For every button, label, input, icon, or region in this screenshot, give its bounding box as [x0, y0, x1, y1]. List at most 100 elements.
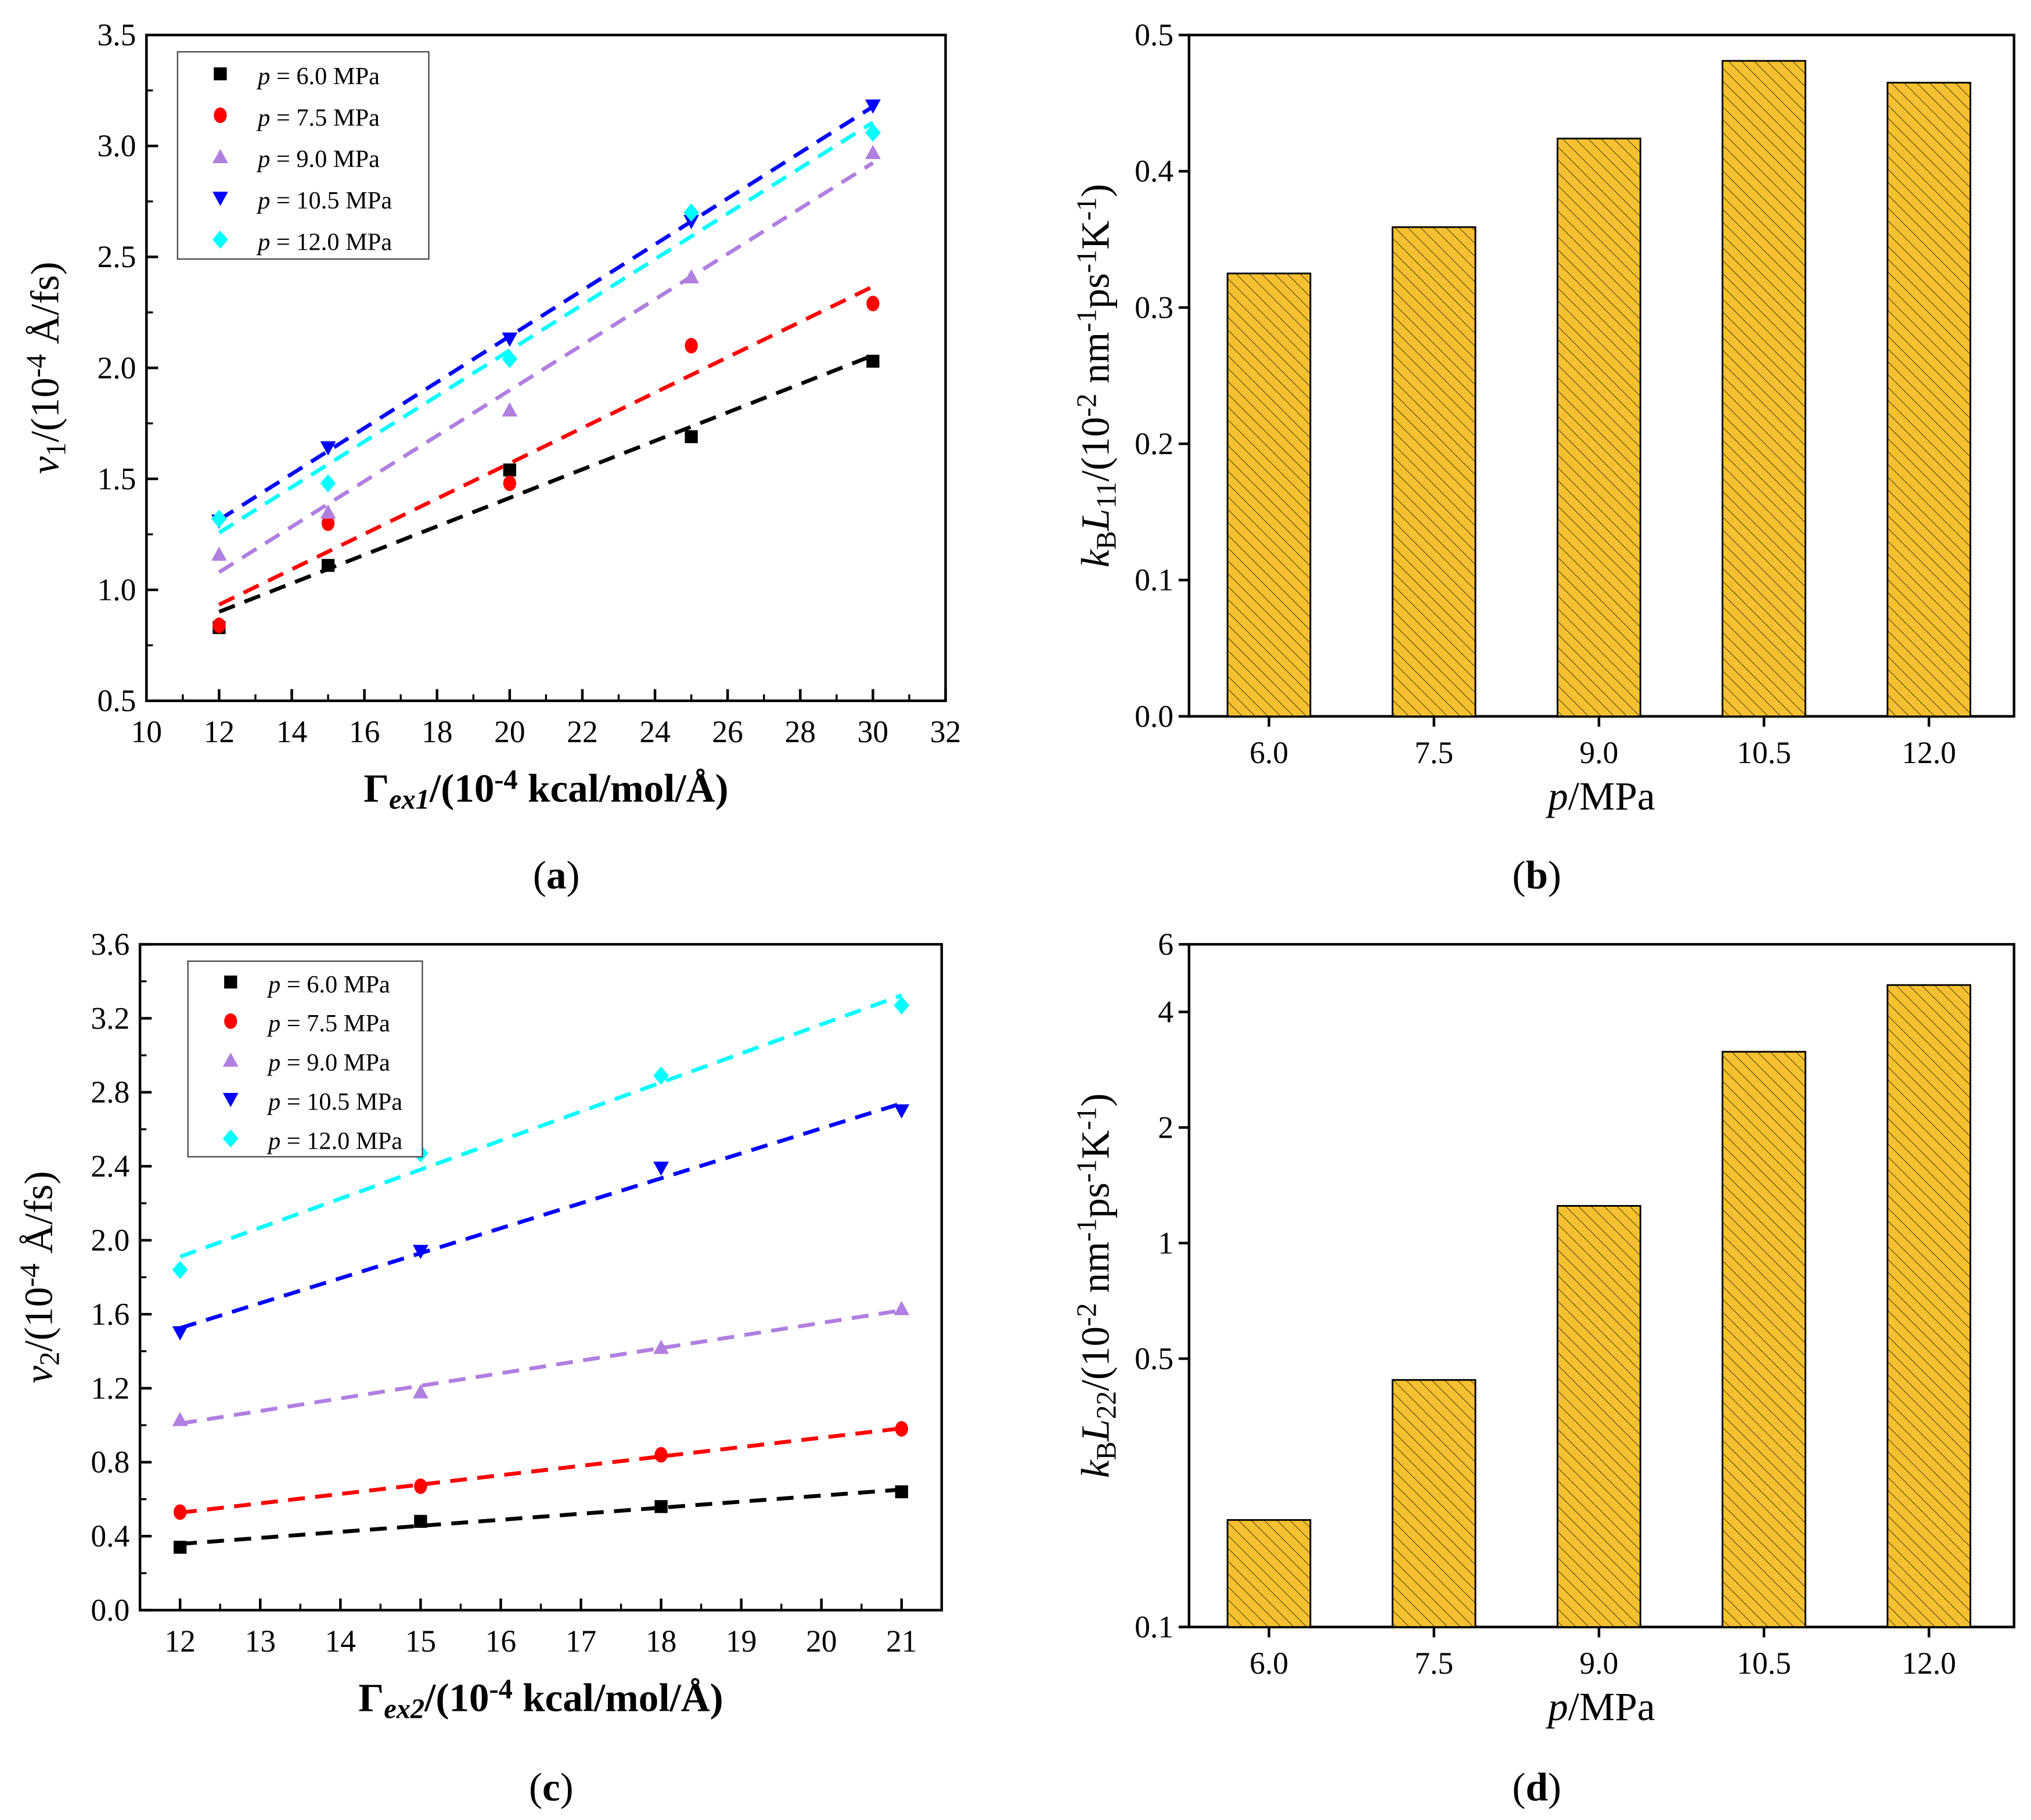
legend-label: p = 6.0 MPa [256, 63, 380, 90]
y-axis-label-part: nm [1073, 1242, 1118, 1303]
fit-line [179, 1426, 902, 1515]
series-triangle-up [211, 145, 881, 574]
x-axis-label-part: kcal/mol/Å) [518, 766, 729, 811]
y-axis-label-part: /(10 [1073, 417, 1118, 481]
fit-line [179, 1487, 902, 1546]
x-tick-label: 6.0 [1249, 735, 1288, 770]
y-axis-label-part: L [1073, 509, 1118, 531]
panel-label-part: ) [1548, 1765, 1561, 1810]
panel-label-part: b [1526, 853, 1548, 897]
y-axis-label-part: 2 [34, 1351, 65, 1365]
data-point [866, 354, 880, 368]
data-point [503, 475, 517, 491]
x-axis-label: Γex2/(10-4 kcal/mol/Å) [358, 1674, 723, 1725]
x-axis-label-part: ex1 [389, 785, 430, 815]
bar [1226, 1519, 1312, 1628]
y-axis-label-part: nm [1073, 332, 1118, 394]
x-axis-label-part: Γ [358, 1675, 384, 1720]
x-tick-label: 20 [806, 1624, 837, 1659]
series-triangle-down [172, 1101, 910, 1341]
legend-label-part: = 12.0 MPa [270, 229, 392, 256]
data-point [412, 1244, 428, 1260]
legend-label-part: = 6.0 MPa [270, 63, 380, 90]
x-axis-label: p/MPa [1545, 1684, 1655, 1729]
y-axis-label-part: Å/fs) [23, 262, 67, 354]
fit-line [218, 105, 874, 522]
y-tick-label: 1.5 [98, 461, 136, 496]
data-point [895, 1485, 908, 1498]
x-axis-label-part: p [1545, 774, 1568, 818]
legend-label: p = 9.0 MPa [267, 1049, 390, 1077]
x-tick-label: 19 [726, 1624, 757, 1659]
panel-c-velocity-v2: 12 13 14 15 16 17 18 19 20 21 0.0 0.4 0.8 1.2 1.6 2.0 2.… [15, 927, 944, 1810]
legend-label-part: p [267, 971, 280, 998]
y-tick-label: 2.0 [91, 1223, 129, 1258]
data-point [502, 332, 518, 347]
y-axis-label: kBL22/(10-2 nm-1ps-1K-1) [1072, 1094, 1122, 1478]
legend-label-part: = 12.0 MPa [280, 1127, 402, 1154]
data-point [895, 1421, 908, 1437]
data-point [654, 1447, 668, 1463]
y-axis-label-part: v [16, 1365, 60, 1383]
legend-marker [224, 1013, 237, 1029]
panel-label-part: ) [1548, 853, 1561, 897]
legend-marker [214, 67, 227, 81]
data-point [685, 337, 698, 354]
data-point [653, 1340, 669, 1354]
fit-line [179, 993, 902, 1259]
y-axis-label: v2/(10-4 Å/fs) [15, 1171, 66, 1383]
x-tick-label: 20 [494, 714, 525, 749]
legend-marker [213, 231, 228, 249]
data-point [172, 1261, 188, 1279]
x-tick-label: 12.0 [1902, 1646, 1956, 1681]
legend-label-part: = 10.5 MPa [270, 187, 392, 214]
fit-line [218, 161, 874, 574]
x-tick-label: 9.0 [1579, 735, 1618, 770]
y-tick-label: 0.1 [1135, 1609, 1173, 1644]
y-axis-label-part: K [1073, 1130, 1118, 1159]
y-tick-label: 3.2 [91, 1001, 129, 1035]
fit-line [218, 120, 874, 535]
fit-line [179, 1308, 902, 1426]
y-axis-label-part: -1 [1072, 1159, 1103, 1182]
y-tick-label: 1.0 [98, 573, 136, 607]
y-tick-label: 1.2 [91, 1371, 129, 1405]
data-point [503, 463, 517, 477]
legend-label-part: p [267, 1049, 280, 1077]
y-axis-label-part: -2 [1072, 394, 1103, 417]
y-tick-label: 2 [1158, 1110, 1173, 1145]
x-axis-label-part: kcal/mol/Å) [513, 1675, 723, 1720]
y-axis-label-part: ps [1073, 273, 1118, 308]
y-axis-label-part: -1 [1072, 1218, 1103, 1242]
legend-label: p = 10.5 MPa [267, 1088, 402, 1116]
legend-marker [213, 192, 228, 206]
x-tick-label: 26 [712, 714, 743, 749]
legend-label: p = 12.0 MPa [256, 229, 392, 256]
y-tick-label: 0.5 [98, 684, 136, 718]
series-square [173, 1485, 908, 1554]
x-tick-label: 22 [567, 714, 598, 749]
data-point [894, 1104, 910, 1119]
y-axis-label-part: B [1092, 531, 1122, 549]
x-tick-label: 17 [566, 1624, 597, 1659]
series-circle [213, 285, 880, 634]
y-tick-label: 0.8 [91, 1445, 129, 1480]
y-axis-label-part: k [1073, 549, 1118, 567]
y-tick-label: 0.0 [91, 1592, 129, 1627]
data-point [683, 203, 700, 222]
panel-label-part: a [546, 853, 567, 897]
fit-line [218, 285, 874, 607]
x-tick-label: 30 [858, 714, 889, 749]
bar [1886, 81, 1972, 717]
x-axis-label-part: /MPa [1568, 1684, 1655, 1729]
y-axis-label-part: /(10 [23, 377, 67, 442]
y-tick-label: 0.0 [1135, 699, 1173, 733]
bar [1226, 272, 1312, 717]
fit-line [218, 353, 874, 614]
x-tick-label: 32 [930, 714, 962, 749]
data-point [172, 1412, 188, 1426]
data-point [414, 1515, 427, 1528]
legend-label-part: = 9.0 MPa [270, 146, 380, 173]
y-tick-label: 2.4 [91, 1149, 129, 1184]
